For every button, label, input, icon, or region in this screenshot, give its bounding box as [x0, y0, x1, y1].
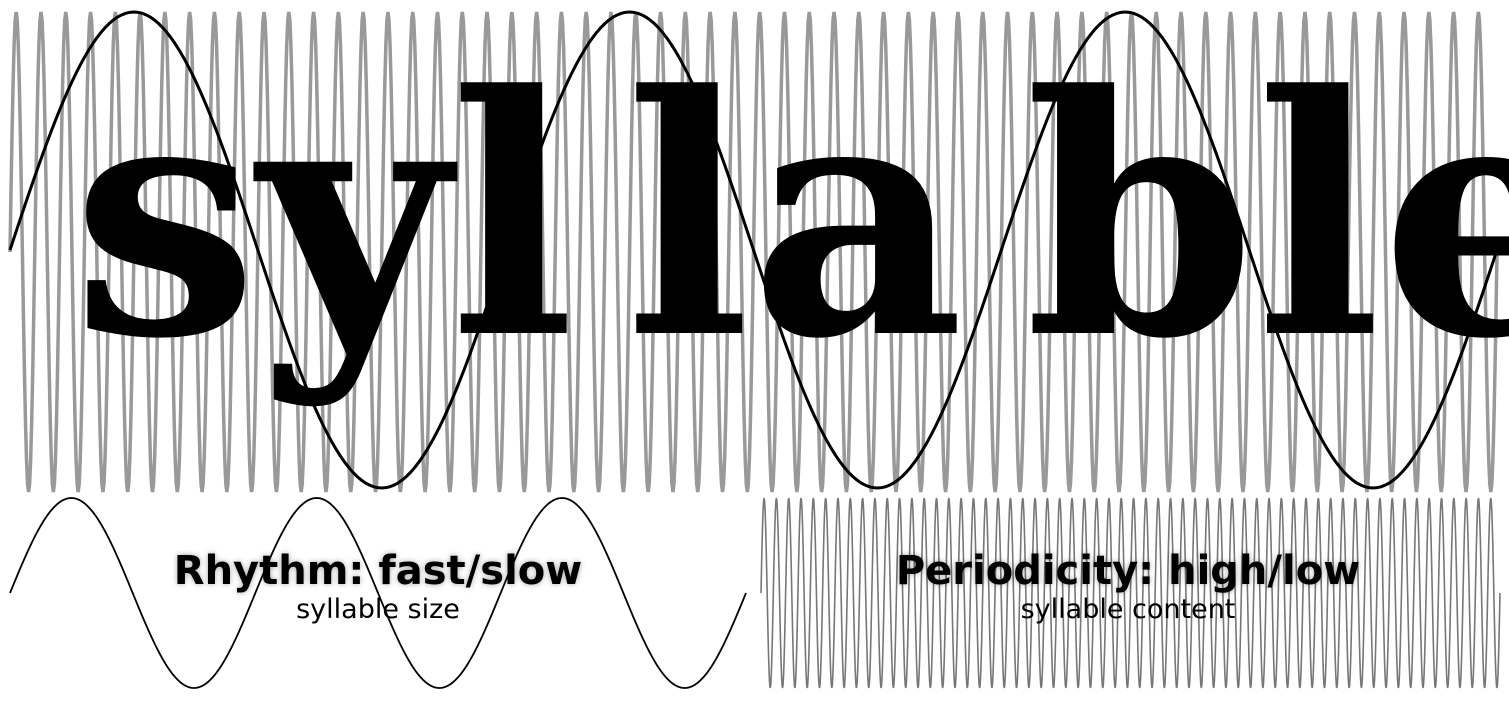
main-panel: syl la ble [8, 10, 1509, 493]
periodicity-subtitle: syllable content [1020, 594, 1236, 625]
rhythm-caption: Rhythm: fast/slow syllable size [128, 548, 628, 626]
periodicity-title: Periodicity: high/low [895, 548, 1361, 594]
syllable-ble: ble [1025, 23, 1509, 411]
syllable-la: la [625, 23, 964, 411]
rhythm-wave [9, 497, 747, 689]
periodicity-panel [760, 497, 1501, 689]
rhythm-title: Rhythm: fast/slow [173, 548, 583, 594]
periodicity-caption: Periodicity: high/low syllable content [878, 548, 1378, 626]
rhythm-panel [9, 497, 747, 689]
slow-wave-rhythm [8, 10, 1499, 490]
syllable-syl: syl [72, 23, 575, 411]
rhythm-subtitle: syllable size [296, 594, 460, 625]
periodicity-wave [760, 497, 1501, 689]
